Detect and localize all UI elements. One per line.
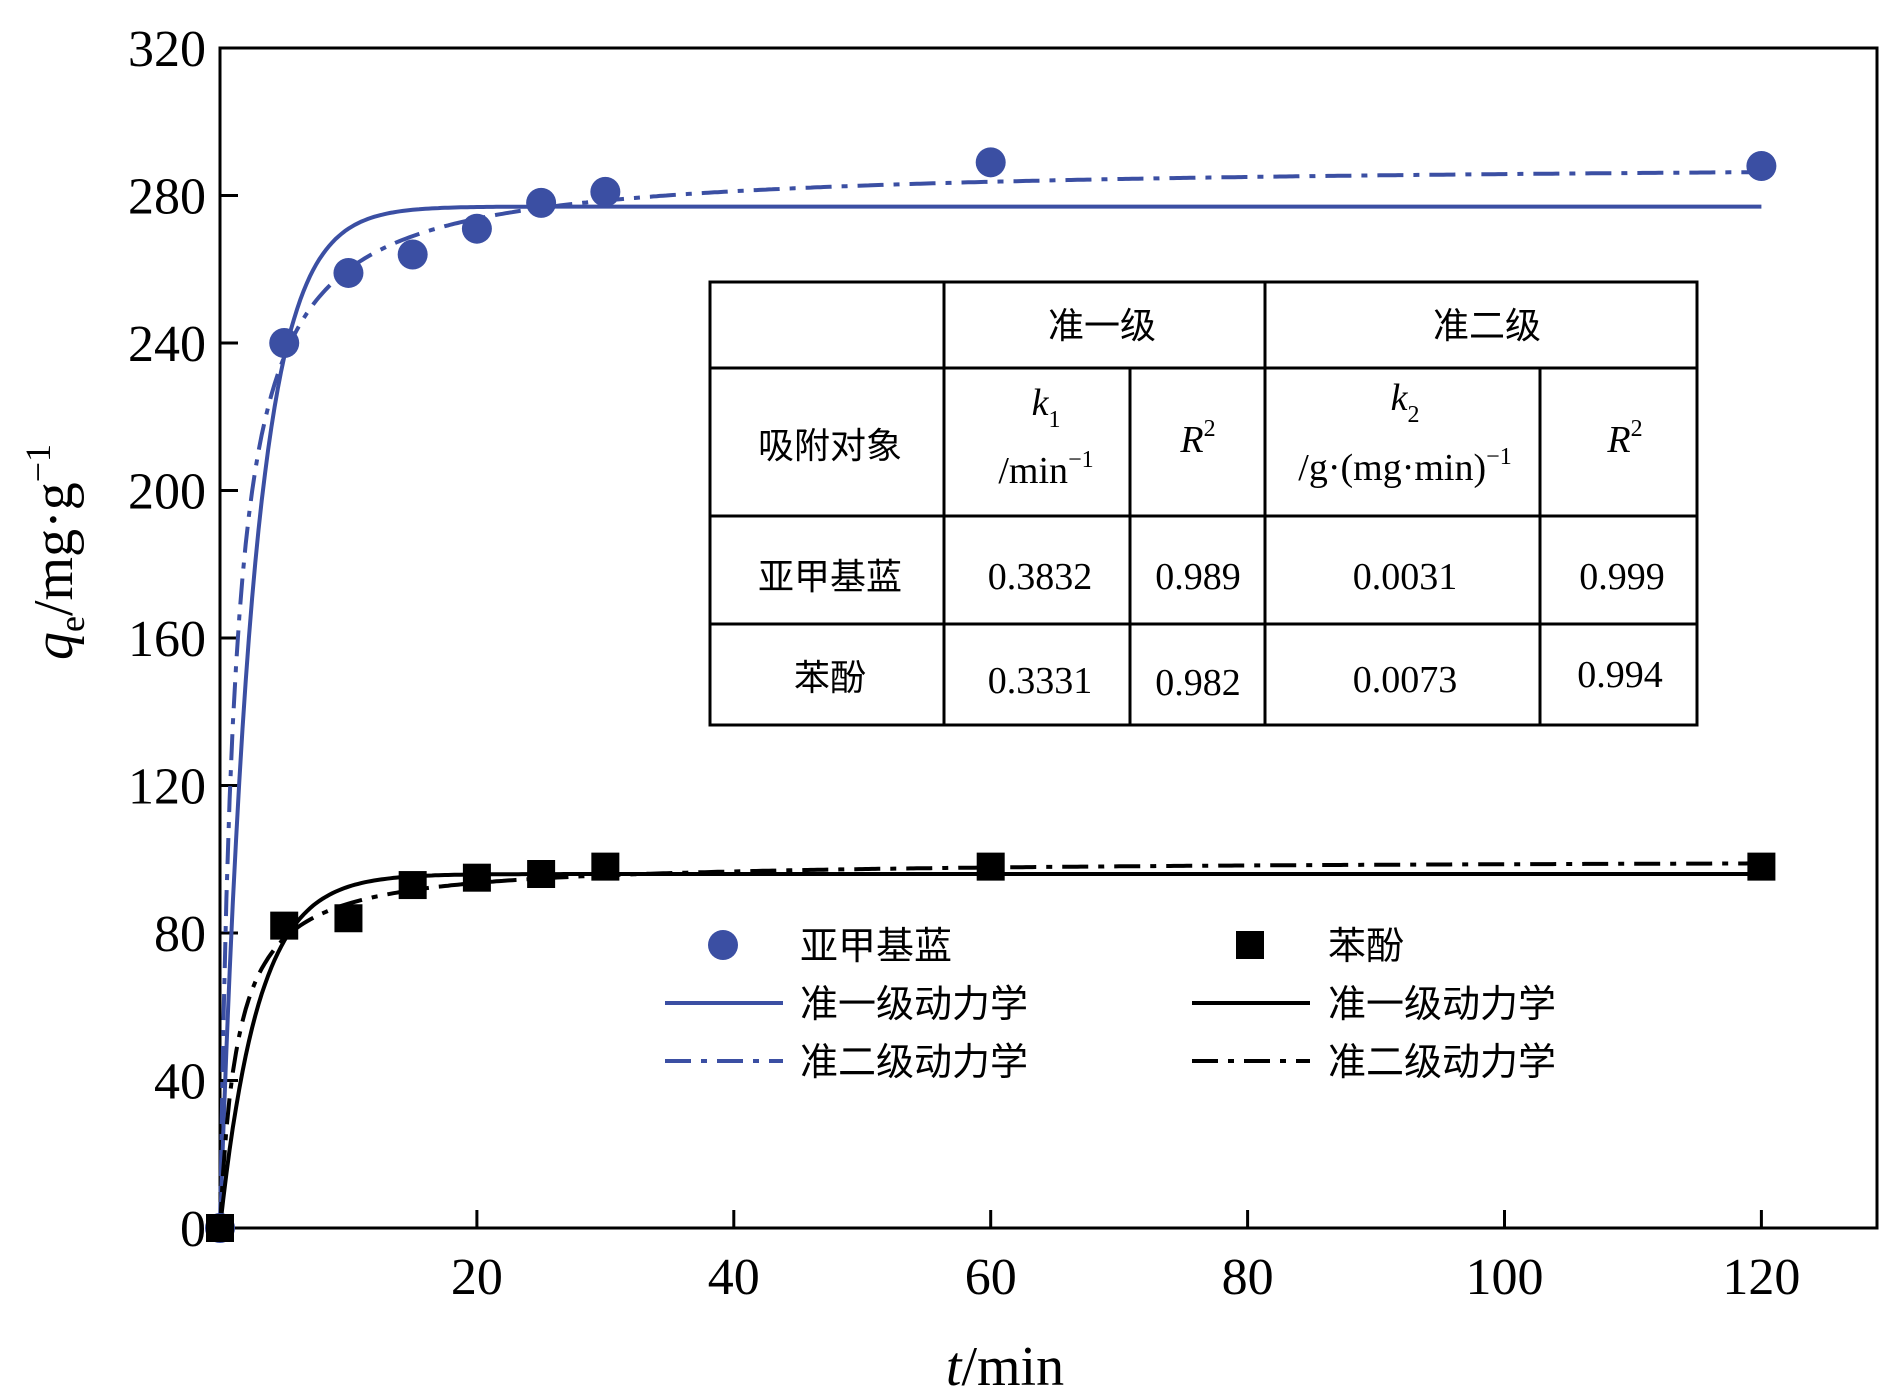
pso-fit-line-2 bbox=[218, 170, 1762, 1229]
table-row-name-mb: 亚甲基蓝 bbox=[758, 557, 902, 598]
table-col-r2-pso: R2 bbox=[1606, 416, 1642, 461]
table-row-header: 吸附对象 bbox=[758, 426, 902, 467]
table-cell-phenol-k2: 0.0073 bbox=[1353, 659, 1458, 701]
y-tick-label: 80 bbox=[154, 906, 206, 963]
legend-marker-square bbox=[1236, 931, 1264, 959]
y-tick-label: 280 bbox=[128, 169, 206, 226]
y-axis-title-symbol: q bbox=[23, 632, 85, 660]
parameter-table: 准一级 准二级 吸附对象 k1 /min−1 R2 k2 /g·(mg·min)… bbox=[708, 280, 1699, 727]
phenol-data-point bbox=[527, 860, 556, 888]
x-axis-title: t/min bbox=[946, 1336, 1064, 1394]
mb-data-point bbox=[1746, 151, 1777, 181]
table-border bbox=[708, 280, 1699, 727]
phenol-data-point bbox=[462, 863, 491, 892]
phenol-data-point bbox=[206, 1214, 234, 1242]
table-row-name-phenol: 苯酚 bbox=[794, 658, 866, 699]
x-axis: 20 40 60 80 100 120 bbox=[451, 1210, 1800, 1306]
mb-data-point bbox=[975, 147, 1006, 178]
table-cell-phenol-r2a: 0.982 bbox=[1155, 662, 1241, 704]
table-col-r2-pfo: R2 bbox=[1179, 416, 1215, 461]
x-tick-label: 40 bbox=[708, 1249, 760, 1306]
pfo-fit-line-1 bbox=[218, 204, 1762, 1229]
phenol-data-point bbox=[591, 852, 620, 881]
legend-label: 准二级动力学 bbox=[800, 1040, 1028, 1084]
phenol-data-point bbox=[398, 871, 427, 900]
phenol-data-point bbox=[270, 911, 299, 940]
phenol-data-point bbox=[334, 904, 363, 933]
legend-label: 亚甲基蓝 bbox=[800, 924, 952, 968]
legend-label: 准一级动力学 bbox=[1328, 982, 1556, 1026]
x-tick-label: 60 bbox=[965, 1249, 1017, 1306]
x-tick-label: 100 bbox=[1465, 1249, 1543, 1306]
phenol-data-point bbox=[1747, 852, 1776, 881]
svg-text:qe/mg·g−1: qe/mg·g−1 bbox=[18, 444, 92, 660]
y-tick-label: 120 bbox=[128, 759, 206, 816]
table-cell-phenol-k1: 0.3331 bbox=[988, 660, 1093, 702]
y-axis-title: qe/mg·g−1 bbox=[18, 444, 92, 660]
table-cell-mb-r2b: 0.999 bbox=[1579, 556, 1665, 598]
y-tick-label: 40 bbox=[154, 1054, 206, 1111]
y-tick-label: 160 bbox=[128, 611, 206, 668]
mb-data-point bbox=[526, 187, 557, 218]
table-col-k1: k1 bbox=[1032, 382, 1061, 433]
table-cell-mb-k2: 0.0031 bbox=[1353, 556, 1458, 598]
mb-data-point bbox=[461, 213, 492, 244]
table-col-k2-unit: /g·(mg·min)−1 bbox=[1298, 444, 1511, 489]
y-axis-title-sub: e bbox=[52, 616, 92, 632]
legend-label: 苯酚 bbox=[1328, 924, 1404, 968]
mb-data-point bbox=[590, 176, 621, 207]
legend-label: 准一级动力学 bbox=[800, 982, 1028, 1026]
phenol-data-point bbox=[976, 852, 1005, 881]
table-header-pfo: 准一级 bbox=[1048, 306, 1156, 347]
table-cell-mb-k1: 0.3832 bbox=[988, 556, 1093, 598]
x-tick-label: 20 bbox=[451, 1249, 503, 1306]
y-axis-title-unit: /mg·g bbox=[23, 482, 85, 616]
table-col-k2: k2 bbox=[1391, 377, 1420, 428]
table-cell-phenol-r2b: 0.994 bbox=[1577, 654, 1663, 696]
x-tick-label: 80 bbox=[1222, 1249, 1274, 1306]
y-axis: 0 40 80 120 160 200 240 280 320 bbox=[128, 21, 238, 1258]
table-grid bbox=[708, 280, 1699, 727]
mb-data-point bbox=[269, 328, 300, 358]
y-axis-title-sup: −1 bbox=[18, 444, 58, 482]
y-tick-label: 200 bbox=[128, 464, 206, 521]
mb-data-point bbox=[397, 239, 428, 270]
legend-marker-circle bbox=[708, 930, 738, 960]
y-tick-label: 0 bbox=[180, 1201, 206, 1258]
mb-data-point bbox=[333, 257, 364, 288]
table-col-k1-unit: /min−1 bbox=[998, 447, 1093, 492]
table-header-pso: 准二级 bbox=[1433, 306, 1541, 347]
y-tick-label: 240 bbox=[128, 316, 206, 373]
x-tick-label: 120 bbox=[1722, 1249, 1800, 1306]
legend-label: 准二级动力学 bbox=[1328, 1040, 1556, 1084]
table-cell-mb-r2a: 0.989 bbox=[1155, 556, 1241, 598]
data-markers bbox=[205, 147, 1777, 1243]
y-tick-label: 320 bbox=[128, 21, 206, 78]
